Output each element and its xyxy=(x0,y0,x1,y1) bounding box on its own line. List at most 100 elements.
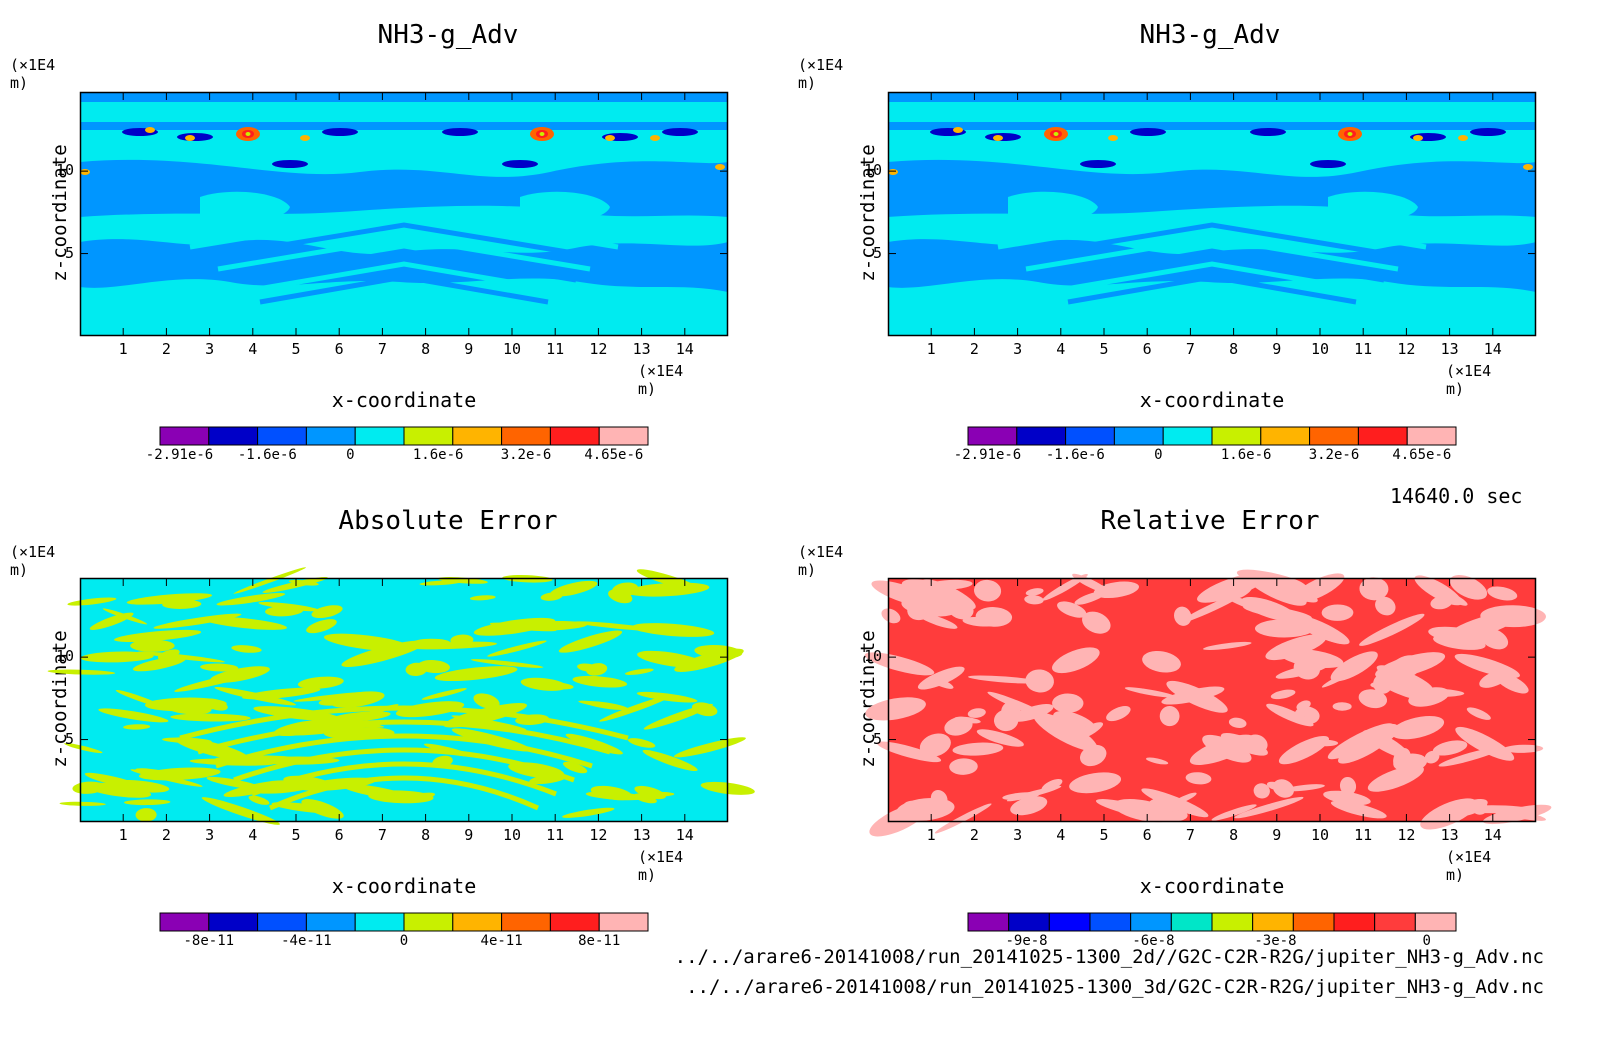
contour-region xyxy=(1480,605,1546,628)
contour-region xyxy=(1393,747,1411,770)
y-tick-label: 5 xyxy=(872,729,882,748)
colorbar-tick-label: -2.91e-6 xyxy=(953,447,1022,463)
contour-extreme xyxy=(442,128,478,136)
contour-region xyxy=(67,597,117,606)
contour-region xyxy=(631,623,715,637)
contour-plot-area xyxy=(887,91,1537,337)
y-tick-label: 10 xyxy=(863,161,882,180)
contour-region xyxy=(168,703,212,715)
contour-region xyxy=(1402,688,1465,697)
contour-region xyxy=(1124,687,1176,698)
contour-region xyxy=(572,675,628,688)
x-tick-label: 5 xyxy=(1099,826,1109,844)
contour-region xyxy=(1095,799,1167,820)
contour-region xyxy=(114,629,202,642)
contour-region xyxy=(1358,689,1388,709)
colorbar-tick-label: 8e-11 xyxy=(578,933,621,949)
contour-region xyxy=(1052,693,1084,713)
contour-region xyxy=(123,724,151,730)
contour-plot-area xyxy=(864,569,1552,837)
contour-region xyxy=(201,797,280,825)
x-tick-label: 8 xyxy=(1229,826,1239,844)
x-tick-label: 1 xyxy=(118,340,128,358)
contour-region xyxy=(633,793,657,804)
colorbar-tick-label: 0 xyxy=(399,933,409,949)
contour-region xyxy=(123,799,171,806)
colorbar-tick-label: 1.6e-6 xyxy=(412,447,464,463)
contour-extreme xyxy=(322,128,358,136)
contour-region xyxy=(262,576,328,593)
x-tick-label: 14 xyxy=(1483,826,1502,844)
contour-region xyxy=(1025,588,1044,596)
contour-region xyxy=(1272,779,1295,798)
contour-stripe xyxy=(231,248,577,283)
contour-stripe xyxy=(189,209,619,250)
contour-region xyxy=(1033,712,1098,752)
contour-region xyxy=(1296,700,1311,711)
colorbar-tick-label: -8e-11 xyxy=(183,933,235,949)
x-axis-label: x-coordinate xyxy=(1139,874,1285,898)
contour-region xyxy=(153,613,242,629)
contour-stripe xyxy=(1025,235,1399,272)
contour-extreme xyxy=(715,164,725,170)
colorbar xyxy=(967,426,1457,446)
contour-extreme xyxy=(1458,135,1468,141)
contour-region xyxy=(962,617,999,627)
x-tick-label: 13 xyxy=(1440,340,1459,358)
contour-region xyxy=(1314,739,1339,747)
plot-frame xyxy=(79,577,729,823)
x-tick-label: 7 xyxy=(377,826,387,844)
contour-region xyxy=(130,639,175,652)
contour-region xyxy=(901,595,960,617)
contour-region xyxy=(973,579,1002,602)
contour-region xyxy=(865,697,926,721)
contour-region xyxy=(1228,717,1247,728)
contour-region xyxy=(881,608,901,624)
x-tick-label: 8 xyxy=(421,340,431,358)
contour-region xyxy=(1330,800,1387,819)
x-tick-label: 12 xyxy=(1397,826,1416,844)
contour-extreme xyxy=(1470,128,1506,136)
x-tick-label: 5 xyxy=(291,340,301,358)
x-tick-label: 1 xyxy=(118,826,128,844)
contour-region xyxy=(487,640,547,657)
contour-region xyxy=(550,580,598,597)
x-tick-label: 6 xyxy=(1142,340,1152,358)
plot-frame xyxy=(887,577,1537,823)
contour-extreme xyxy=(953,127,963,133)
contour-region xyxy=(1202,734,1252,763)
x-tick-label: 2 xyxy=(969,340,979,358)
contour-region xyxy=(599,694,674,722)
x-tick-label: 6 xyxy=(334,340,344,358)
x-tick-label: 10 xyxy=(502,826,522,844)
contour-region xyxy=(293,691,372,702)
colorbar xyxy=(159,912,649,932)
contour-region xyxy=(450,634,474,646)
colorbar-tick-label: 4.65e-6 xyxy=(584,447,644,463)
x-tick-label: 5 xyxy=(1099,340,1109,358)
contour-region xyxy=(562,761,588,774)
x-tick-label: 6 xyxy=(334,826,344,844)
colorbar-swatch xyxy=(1048,912,1091,932)
x-tick-label: 11 xyxy=(1354,340,1373,358)
x-tick-label: 3 xyxy=(1013,340,1023,358)
contour-extreme xyxy=(80,169,90,175)
contour-region xyxy=(993,709,1019,732)
contour-region xyxy=(412,638,451,648)
x-tick-label: 5 xyxy=(291,826,301,844)
contour-region xyxy=(200,663,239,672)
contour-region xyxy=(1011,704,1054,722)
contour-stripe xyxy=(259,274,549,305)
x-tick-label: 3 xyxy=(205,340,215,358)
contour-region xyxy=(1234,796,1304,819)
contour-region xyxy=(1142,650,1181,673)
y-tick-label: 10 xyxy=(55,161,74,180)
contour-region xyxy=(473,617,556,636)
contour-band xyxy=(80,122,728,130)
contour-region xyxy=(174,669,262,692)
contour-extreme xyxy=(272,160,308,168)
contour-region xyxy=(1482,804,1552,825)
contour-region xyxy=(1002,792,1040,801)
